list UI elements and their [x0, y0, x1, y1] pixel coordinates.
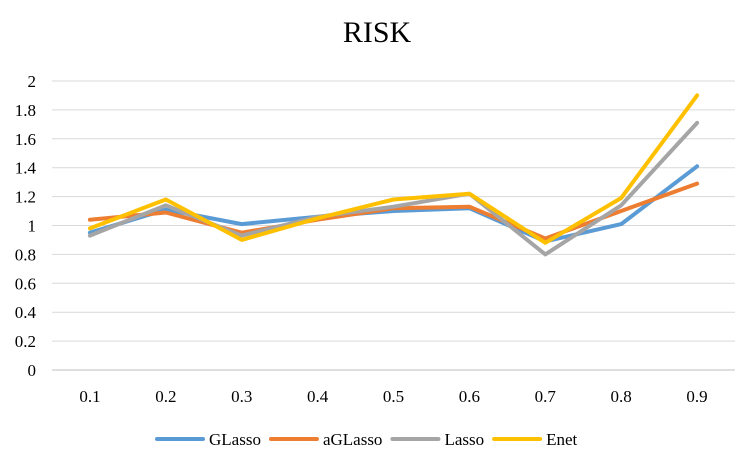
y-tick-label: 0.2 — [15, 332, 36, 351]
series-line-enet — [87, 93, 700, 245]
y-tick-label: 0.4 — [15, 303, 37, 322]
y-tick-label: 1.8 — [15, 101, 36, 120]
y-axis-ticks: 0 0.2 0.4 0.6 0.8 1 1.2 1.4 1.6 1.8 2 — [15, 72, 37, 380]
x-tick-label: 0.5 — [383, 387, 404, 406]
y-tick-label: 0.6 — [15, 274, 36, 293]
x-tick-label: 0.1 — [79, 387, 100, 406]
y-tick-label: 1.4 — [15, 159, 37, 178]
x-tick-label: 0.4 — [307, 387, 329, 406]
series-line-lasso — [87, 120, 700, 257]
legend-label: Enet — [546, 430, 577, 449]
y-tick-label: 1 — [28, 217, 37, 236]
x-tick-label: 0.2 — [155, 387, 176, 406]
x-tick-label: 0.8 — [611, 387, 632, 406]
y-tick-label: 2 — [28, 72, 37, 91]
x-tick-label: 0.7 — [535, 387, 557, 406]
series-lines — [87, 93, 700, 257]
y-tick-label: 1.2 — [15, 188, 36, 207]
x-tick-label: 0.3 — [231, 387, 252, 406]
y-tick-label: 0.8 — [15, 245, 36, 264]
x-tick-label: 0.9 — [686, 387, 707, 406]
x-axis-ticks: 0.1 0.2 0.3 0.4 0.5 0.6 0.7 0.8 0.9 — [79, 387, 707, 406]
chart-title: RISK — [343, 16, 412, 49]
gridlines — [52, 80, 735, 371]
legend-label: aGLasso — [323, 430, 382, 449]
legend: GLasso aGLasso Lasso Enet — [155, 430, 578, 449]
legend-label: Lasso — [444, 430, 484, 449]
series-line-glasso — [87, 164, 700, 244]
y-tick-label: 1.6 — [15, 130, 36, 149]
legend-label: GLasso — [209, 430, 261, 449]
x-tick-label: 0.6 — [459, 387, 480, 406]
y-tick-label: 0 — [28, 361, 37, 380]
